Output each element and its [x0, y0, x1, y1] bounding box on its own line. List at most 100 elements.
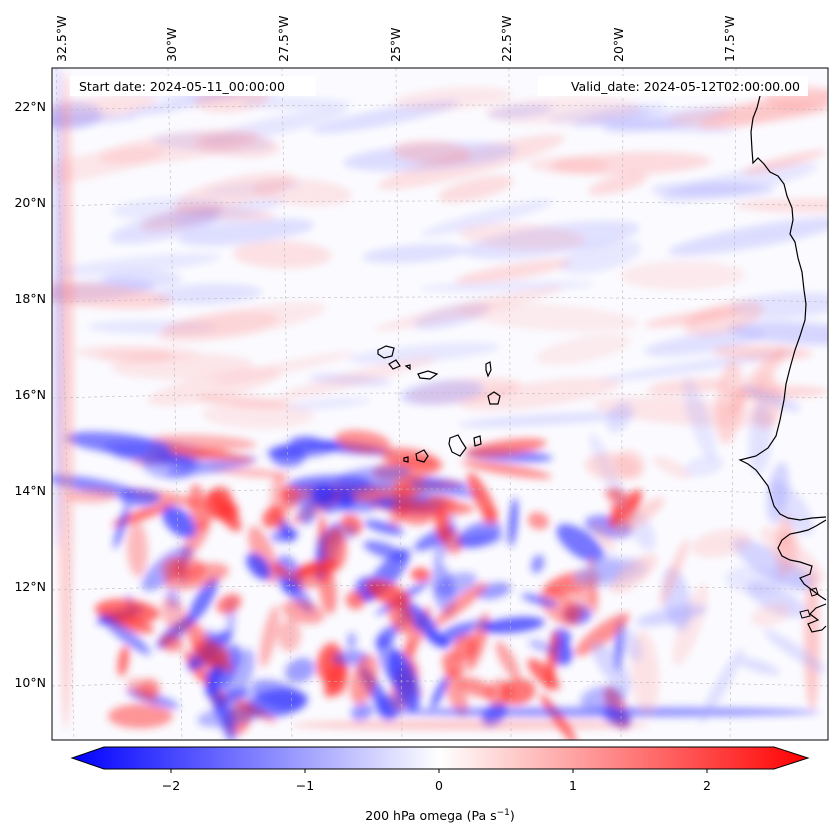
omega-blob: [426, 495, 457, 511]
omega-blob: [495, 641, 521, 681]
parallel-line: [52, 680, 828, 687]
lat-label: 20°N: [14, 195, 46, 210]
omega-blob: [698, 647, 744, 725]
lon-label: 27.5°W: [276, 16, 291, 62]
omega-blob: [508, 497, 518, 547]
colorbar-tick-label: −1: [296, 778, 314, 793]
lat-label: 10°N: [14, 675, 46, 690]
meridian-line: [55, 68, 75, 740]
omega-blob: [574, 613, 630, 656]
omega-blob: [52, 146, 166, 187]
omega-blob: [53, 68, 63, 550]
colorbar-tick-label: 1: [569, 778, 577, 793]
omega-blob: [294, 560, 338, 577]
omega-blob: [324, 526, 347, 571]
omega-blob: [362, 244, 467, 263]
omega-blob: [456, 521, 502, 548]
omega-blob: [763, 629, 827, 674]
omega-blob: [667, 102, 828, 127]
omega-blob: [156, 301, 327, 343]
parallel-line: [52, 296, 828, 303]
omega-blob: [531, 554, 545, 574]
omega-blob: [246, 553, 272, 580]
omega-blob: [212, 351, 355, 385]
omega-blob: [350, 702, 374, 721]
omega-blob: [457, 412, 636, 428]
omega-blob: [259, 605, 280, 668]
colorbar-ticks: −2 −1 0 1 2: [162, 769, 711, 793]
meridian-line: [729, 68, 737, 740]
meridian-line: [508, 68, 512, 740]
meridian-line: [395, 68, 403, 740]
omega-blob: [772, 560, 817, 589]
omega-blob: [160, 597, 189, 634]
omega-blob: [375, 625, 398, 649]
omega-blob: [613, 497, 665, 536]
lat-label: 14°N: [14, 483, 46, 498]
lat-label: 22°N: [14, 99, 46, 114]
omega-blob: [113, 503, 130, 549]
omega-blob: [584, 452, 640, 481]
omega-blob: [481, 507, 499, 525]
colorbar-tick-label: −2: [162, 778, 180, 793]
omega-blob: [619, 626, 643, 662]
omega-blob: [659, 538, 689, 607]
graticule: [52, 68, 828, 740]
omega-blob: [389, 480, 412, 529]
omega-blob: [374, 286, 564, 332]
lon-label: 17.5°W: [722, 16, 737, 62]
omega-blob: [751, 602, 791, 627]
omega-blob: [345, 590, 366, 610]
lon-label: 22.5°W: [499, 16, 514, 62]
omega-blob: [346, 632, 357, 650]
omega-blob: [138, 678, 161, 699]
guinea-coast: [807, 603, 827, 633]
omega-blob: [65, 431, 172, 456]
parallel-line: [52, 584, 828, 591]
omega-blob: [117, 645, 130, 677]
omega-blob: [298, 503, 317, 525]
omega-blob: [684, 300, 764, 337]
omega-blob: [400, 380, 484, 406]
omega-blob: [430, 676, 449, 709]
omega-blob: [667, 217, 828, 256]
map-frame: [51, 67, 829, 741]
omega-blob: [217, 695, 236, 740]
omega-blob: [55, 253, 222, 277]
omega-blob: [233, 698, 277, 724]
omega-blob: [157, 452, 197, 464]
omega-blob: [545, 629, 559, 691]
omega-blob: [407, 482, 482, 498]
omega-blob: [556, 523, 605, 563]
omega-blob: [410, 567, 431, 582]
omega-blob: [201, 401, 315, 430]
omega-blob: [266, 441, 340, 459]
omega-blob: [549, 151, 712, 176]
omega-blob: [769, 480, 814, 536]
omega-blob: [659, 162, 819, 203]
omega-blob: [375, 694, 402, 721]
omega-blob: [162, 505, 196, 538]
cape-verde-islands: [377, 345, 501, 463]
omega-blob: [715, 360, 744, 445]
omega-blob: [465, 438, 547, 458]
omega-blob: [683, 377, 716, 461]
omega-blob: [459, 377, 621, 411]
omega-blob: [485, 96, 641, 125]
lon-label: 20°W: [611, 27, 626, 62]
longitude-labels: 32.5°W 30°W 27.5°W 25°W 22.5°W 20°W 17.5…: [54, 16, 737, 62]
omega-blob: [160, 633, 184, 652]
meridian-line: [167, 68, 183, 740]
omega-blob: [591, 641, 632, 692]
omega-blob: [335, 430, 391, 454]
colorbar-tick-label: 0: [435, 778, 443, 793]
omega-blob: [521, 593, 558, 607]
omega-blob: [99, 613, 151, 656]
omega-blob: [434, 572, 478, 598]
start-date-label: Start date: 2024-05-11_00:00:00: [79, 79, 285, 94]
omega-blob: [684, 455, 724, 477]
omega-blob: [119, 489, 161, 507]
lat-label: 12°N: [14, 579, 46, 594]
parallel-line: [52, 104, 828, 111]
meridian-line: [281, 68, 293, 740]
